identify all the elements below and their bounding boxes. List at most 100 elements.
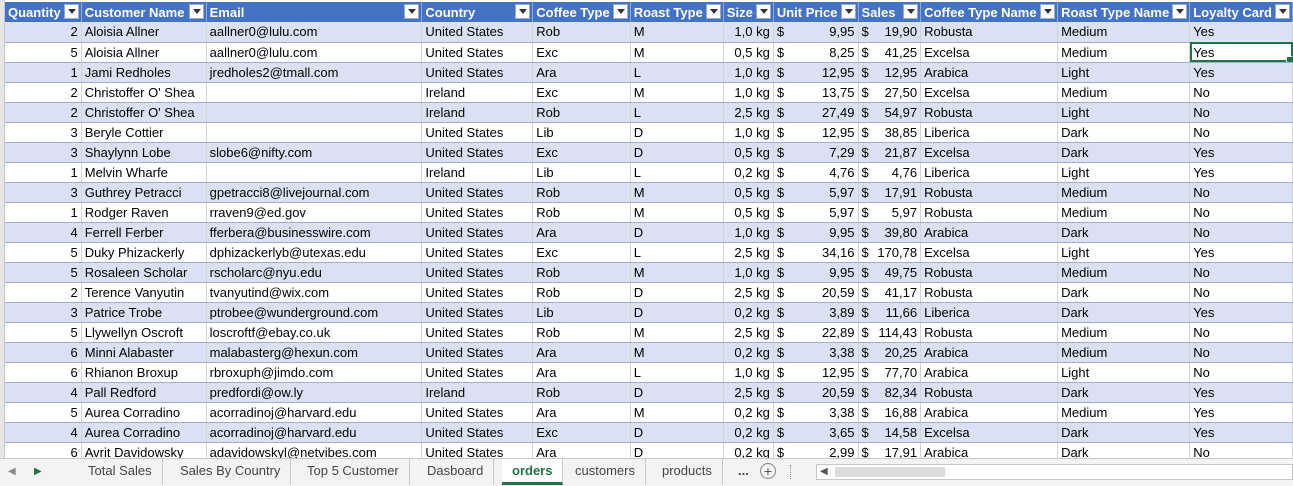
cell-roast_name[interactable]: Medium [1057, 22, 1191, 43]
filter-dropdown-icon[interactable] [515, 4, 531, 19]
cell-name[interactable]: Aurea Corradino [81, 402, 207, 423]
cell-email[interactable]: slobe6@nifty.com [206, 142, 423, 163]
cell-coffee[interactable]: Ara [532, 362, 631, 383]
cell-name[interactable]: Patrice Trobe [81, 302, 207, 323]
cell-coffee_name[interactable]: Robusta [920, 202, 1059, 223]
cell-country[interactable]: United States [421, 362, 534, 383]
cell-loyalty[interactable]: Yes [1189, 302, 1293, 323]
cell-size[interactable]: 1,0 kg [723, 82, 774, 103]
cell-country[interactable]: United States [421, 422, 534, 443]
cell-coffee_name[interactable]: Arabica [920, 222, 1059, 243]
cell-email[interactable]: rraven9@ed.gov [206, 202, 423, 223]
cell-price[interactable]: $3,38 [773, 402, 859, 423]
cell-email[interactable] [206, 102, 423, 123]
cell-name[interactable]: Pall Redford [81, 382, 207, 403]
cell-sales[interactable]: $16,88 [858, 402, 922, 423]
cell-qty[interactable]: 3 [5, 142, 82, 163]
cell-price[interactable]: $9,95 [773, 262, 859, 283]
cell-size[interactable]: 0,5 kg [723, 142, 774, 163]
cell-price[interactable]: $3,89 [773, 302, 859, 323]
cell-qty[interactable]: 6 [5, 342, 82, 363]
filter-dropdown-icon[interactable] [63, 4, 79, 19]
cell-email[interactable]: dphizackerlyb@utexas.edu [206, 242, 423, 263]
cell-country[interactable]: United States [421, 442, 534, 458]
cell-country[interactable]: United States [421, 142, 534, 163]
cell-country[interactable]: United States [421, 62, 534, 83]
cell-size[interactable]: 0,2 kg [723, 342, 774, 363]
cell-price[interactable]: $20,59 [773, 282, 859, 303]
cell-loyalty[interactable]: No [1189, 182, 1293, 203]
cell-qty[interactable]: 5 [5, 42, 82, 63]
cell-country[interactable]: United States [421, 282, 534, 303]
add-sheet-button[interactable]: + [760, 463, 776, 479]
cell-coffee_name[interactable]: Robusta [920, 262, 1059, 283]
cell-roast[interactable]: L [630, 242, 724, 263]
cell-country[interactable]: United States [421, 322, 534, 343]
cell-country[interactable]: United States [421, 122, 534, 143]
cell-loyalty[interactable]: No [1189, 362, 1293, 383]
cell-roast[interactable]: D [630, 422, 724, 443]
cell-country[interactable]: United States [421, 222, 534, 243]
cell-loyalty[interactable]: Yes [1189, 62, 1293, 83]
column-header-coffee[interactable]: Coffee Type [532, 2, 631, 22]
cell-size[interactable]: 0,2 kg [723, 402, 774, 423]
cell-country[interactable]: United States [421, 262, 534, 283]
cell-size[interactable]: 2,5 kg [723, 322, 774, 343]
cell-email[interactable]: loscroftf@ebay.co.uk [206, 322, 423, 343]
horizontal-scrollbar[interactable]: ◀ [816, 464, 1293, 480]
cell-coffee[interactable]: Exc [532, 42, 631, 63]
cell-coffee[interactable]: Lib [532, 122, 631, 143]
filter-dropdown-icon[interactable] [755, 4, 771, 19]
cell-coffee[interactable]: Ara [532, 222, 631, 243]
cell-qty[interactable]: 1 [5, 62, 82, 83]
cell-roast[interactable]: M [630, 42, 724, 63]
cell-loyalty[interactable]: Yes [1189, 402, 1293, 423]
cell-size[interactable]: 0,5 kg [723, 182, 774, 203]
cell-qty[interactable]: 3 [5, 122, 82, 143]
cell-loyalty[interactable]: No [1189, 282, 1293, 303]
cell-size[interactable]: 0,5 kg [723, 202, 774, 223]
cell-sales[interactable]: $170,78 [858, 242, 922, 263]
cell-roast_name[interactable]: Medium [1057, 202, 1191, 223]
cell-country[interactable]: United States [421, 202, 534, 223]
cell-coffee[interactable]: Exc [532, 422, 631, 443]
cell-roast_name[interactable]: Dark [1057, 302, 1191, 323]
filter-dropdown-icon[interactable] [1275, 4, 1290, 19]
cell-loyalty[interactable]: No [1189, 102, 1293, 123]
cell-loyalty[interactable]: No [1189, 122, 1293, 143]
cell-email[interactable]: aallner0@lulu.com [206, 42, 423, 63]
cell-email[interactable]: tvanyutind@wix.com [206, 282, 423, 303]
cell-coffee[interactable]: Rob [532, 282, 631, 303]
cell-price[interactable]: $9,95 [773, 222, 859, 243]
cell-price[interactable]: $7,29 [773, 142, 859, 163]
cell-coffee_name[interactable]: Robusta [920, 22, 1059, 43]
cell-price[interactable]: $12,95 [773, 122, 859, 143]
cell-name[interactable]: Rhianon Broxup [81, 362, 207, 383]
cell-roast[interactable]: D [630, 442, 724, 458]
cell-price[interactable]: $20,59 [773, 382, 859, 403]
sheet-tab-orders[interactable]: orders [502, 459, 564, 485]
cell-size[interactable]: 2,5 kg [723, 102, 774, 123]
filter-dropdown-icon[interactable] [1172, 4, 1188, 19]
sheet-tab-customers[interactable]: customers [565, 459, 646, 485]
tab-scroll-divider[interactable] [790, 465, 792, 479]
cell-country[interactable]: United States [421, 302, 534, 323]
cell-sales[interactable]: $5,97 [858, 202, 922, 223]
cell-name[interactable]: Avrit Davidowsky [81, 442, 207, 458]
cell-coffee_name[interactable]: Arabica [920, 342, 1059, 363]
cell-email[interactable]: rbroxuph@jimdo.com [206, 362, 423, 383]
cell-email[interactable]: acorradinoj@harvard.edu [206, 422, 423, 443]
column-header-coffee_name[interactable]: Coffee Type Name [920, 2, 1059, 22]
scroll-tabs-left-icon[interactable]: ◀ [8, 466, 16, 477]
cell-name[interactable]: Shaylynn Lobe [81, 142, 207, 163]
sheet-tab-top-5-customer[interactable]: Top 5 Customer [297, 459, 410, 485]
cell-sales[interactable]: $14,58 [858, 422, 922, 443]
cell-name[interactable]: Melvin Wharfe [81, 162, 207, 183]
cell-loyalty[interactable]: No [1189, 222, 1293, 243]
cell-loyalty[interactable]: Yes [1189, 382, 1293, 403]
cell-name[interactable]: Beryle Cottier [81, 122, 207, 143]
cell-qty[interactable]: 1 [5, 162, 82, 183]
cell-roast_name[interactable]: Dark [1057, 442, 1191, 458]
cell-roast_name[interactable]: Light [1057, 242, 1191, 263]
cell-roast_name[interactable]: Medium [1057, 182, 1191, 203]
